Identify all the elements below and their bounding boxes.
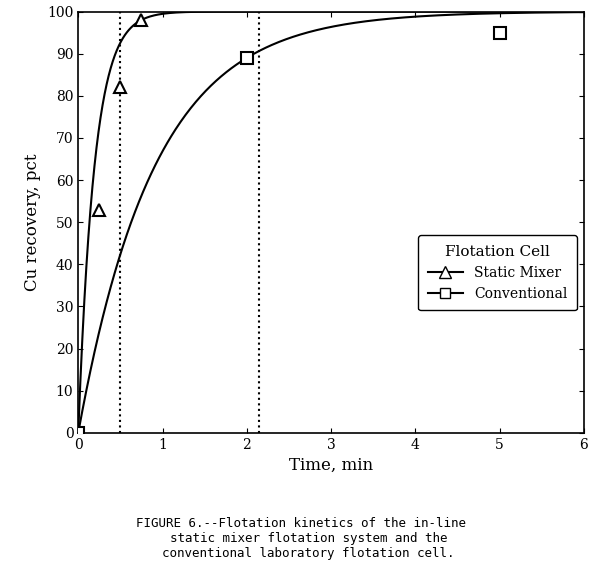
- Legend: Static Mixer, Conventional: Static Mixer, Conventional: [418, 235, 577, 310]
- Y-axis label: Cu recovery, pct: Cu recovery, pct: [25, 153, 42, 291]
- X-axis label: Time, min: Time, min: [289, 457, 373, 474]
- Text: FIGURE 6.--Flotation kinetics of the in-line
  static mixer flotation system and: FIGURE 6.--Flotation kinetics of the in-…: [136, 516, 466, 560]
